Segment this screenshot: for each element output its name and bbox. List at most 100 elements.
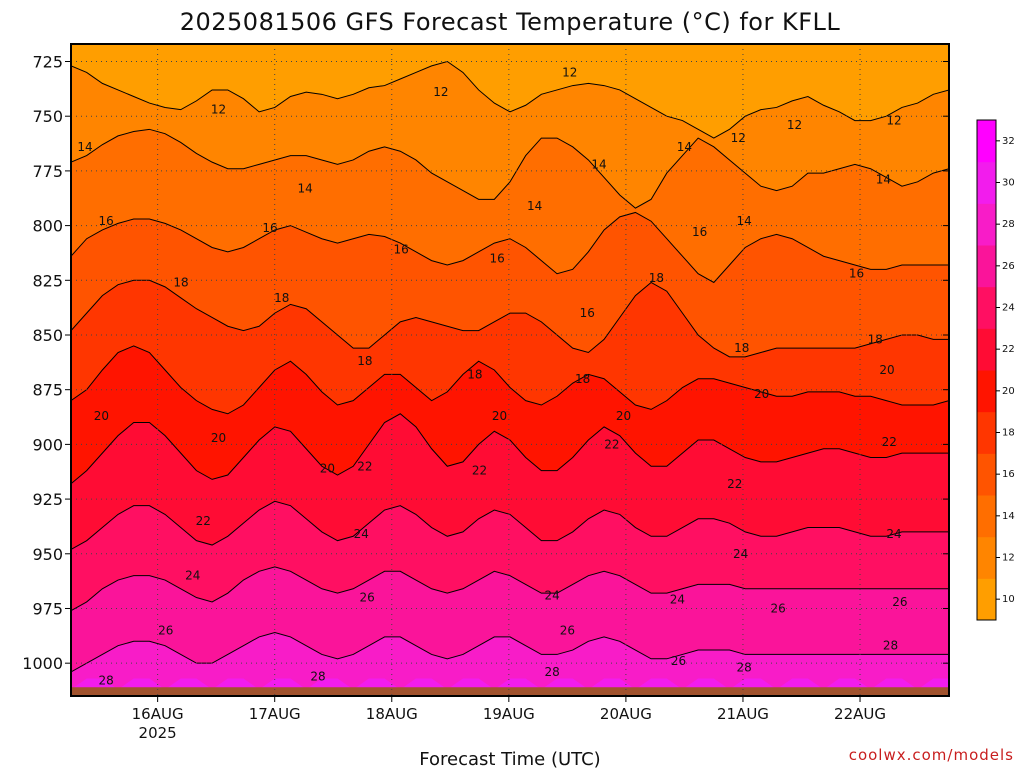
contour-label: 24 xyxy=(886,527,901,541)
y-tick-label: 750 xyxy=(32,107,63,126)
contour-label: 14 xyxy=(876,173,891,187)
colorbar-label: 20 xyxy=(1002,386,1015,397)
colorbar-label: 24 xyxy=(1002,303,1015,314)
contour-label: 24 xyxy=(545,588,560,602)
contour-label: 28 xyxy=(736,661,751,675)
contour-label: 20 xyxy=(211,431,226,445)
colorbar: 10 12 14 16 18 20 22 24 26 28 30 32 xyxy=(977,120,1015,621)
contour-label: 20 xyxy=(879,363,894,377)
contour-label: 18 xyxy=(274,291,289,305)
colorbar-band xyxy=(977,537,996,579)
credit-link[interactable]: coolwx.com/models xyxy=(849,746,1014,764)
contour-label: 12 xyxy=(787,118,802,132)
contour-label: 12 xyxy=(211,103,226,117)
contour-label: 26 xyxy=(360,591,375,605)
contour-label: 18 xyxy=(575,372,590,386)
contour-label: 14 xyxy=(297,181,312,195)
y-tick-label: 775 xyxy=(32,162,63,181)
contour-label: 28 xyxy=(545,665,560,679)
colorbar-band xyxy=(977,412,996,454)
y-tick-label: 800 xyxy=(32,217,63,236)
contour-label: 20 xyxy=(94,409,109,423)
contour-label: 12 xyxy=(886,114,901,128)
contour-label: 20 xyxy=(754,387,769,401)
contour-label: 18 xyxy=(734,341,749,355)
contour-label: 18 xyxy=(649,271,664,285)
contour-label: 20 xyxy=(320,461,335,475)
contour-label: 14 xyxy=(77,140,92,154)
colorbar-label: 16 xyxy=(1002,469,1015,480)
contour-label: 16 xyxy=(580,306,595,320)
colorbar-label: 14 xyxy=(1002,511,1015,522)
contour-label: 22 xyxy=(882,435,897,449)
contour-label: 22 xyxy=(472,464,487,478)
contour-label: 16 xyxy=(393,243,408,257)
contour-label: 22 xyxy=(357,459,372,473)
contour-label: 18 xyxy=(467,367,482,381)
colorbar-band xyxy=(977,370,996,412)
contour-label: 14 xyxy=(527,199,542,213)
contour-label: 20 xyxy=(492,409,507,423)
y-tick-label: 950 xyxy=(32,545,63,564)
colorbar-band xyxy=(977,453,996,495)
y-tick-label: 825 xyxy=(32,271,63,290)
contour-label: 12 xyxy=(433,85,448,99)
colorbar-band xyxy=(977,578,996,620)
y-tick-label: 850 xyxy=(32,326,63,345)
colorbar-band xyxy=(977,495,996,537)
contour-label: 26 xyxy=(158,623,173,637)
plot-area xyxy=(71,44,949,701)
contour-label: 12 xyxy=(731,131,746,145)
x-tick-label: 22AUG xyxy=(834,705,886,723)
contour-label: 14 xyxy=(736,214,751,228)
colorbar-band xyxy=(977,120,996,162)
colorbar-label: 22 xyxy=(1002,344,1015,355)
chart-title: 2025081506 GFS Forecast Temperature (°C)… xyxy=(180,8,841,36)
y-tick-label: 900 xyxy=(32,435,63,454)
colorbar-label: 32 xyxy=(1002,136,1015,147)
y-tick-label: 875 xyxy=(32,381,63,400)
colorbar-band xyxy=(977,203,996,245)
y-tick-label: 925 xyxy=(32,490,63,509)
contour-label: 22 xyxy=(196,514,211,528)
contour-label: 22 xyxy=(727,477,742,491)
colorbar-band xyxy=(977,328,996,370)
contour-label: 16 xyxy=(849,267,864,281)
colorbar-label: 12 xyxy=(1002,553,1015,564)
colorbar-band xyxy=(977,162,996,204)
contour-label: 18 xyxy=(357,354,372,368)
x-tick-label: 19AUG xyxy=(483,705,535,723)
contour-label: 16 xyxy=(489,251,504,265)
contour-label: 26 xyxy=(560,623,575,637)
colorbar-band xyxy=(977,287,996,329)
x-tick-label: 16AUG xyxy=(132,705,184,723)
colorbar-band xyxy=(977,245,996,287)
contour-label: 12 xyxy=(562,65,577,79)
contour-label: 24 xyxy=(185,569,200,583)
y-tick-label: 725 xyxy=(32,53,63,72)
colorbar-label: 30 xyxy=(1002,178,1015,189)
contour-label: 26 xyxy=(770,601,785,615)
y-tick-label: 975 xyxy=(32,599,63,618)
contour-label: 28 xyxy=(883,639,898,653)
contour-label: 16 xyxy=(262,221,277,235)
contour-label: 14 xyxy=(677,140,692,154)
x-axis-label: Forecast Time (UTC) xyxy=(419,749,600,768)
x-tick-sublabel: 2025 xyxy=(139,724,177,742)
contour-label: 14 xyxy=(591,157,606,171)
x-tick-label: 17AUG xyxy=(249,705,301,723)
contour-label: 20 xyxy=(616,409,631,423)
x-tick-label: 20AUG xyxy=(600,705,652,723)
colorbar-label: 28 xyxy=(1002,219,1015,230)
contour-label: 16 xyxy=(98,214,113,228)
colorbar-label: 18 xyxy=(1002,428,1015,439)
contour-label: 18 xyxy=(868,332,883,346)
colorbar-label: 26 xyxy=(1002,261,1015,272)
contour-label: 24 xyxy=(733,547,748,561)
contour-label: 24 xyxy=(354,527,369,541)
y-tick-label: 1000 xyxy=(22,654,63,673)
contour-label: 18 xyxy=(173,275,188,289)
contour-label: 22 xyxy=(604,437,619,451)
